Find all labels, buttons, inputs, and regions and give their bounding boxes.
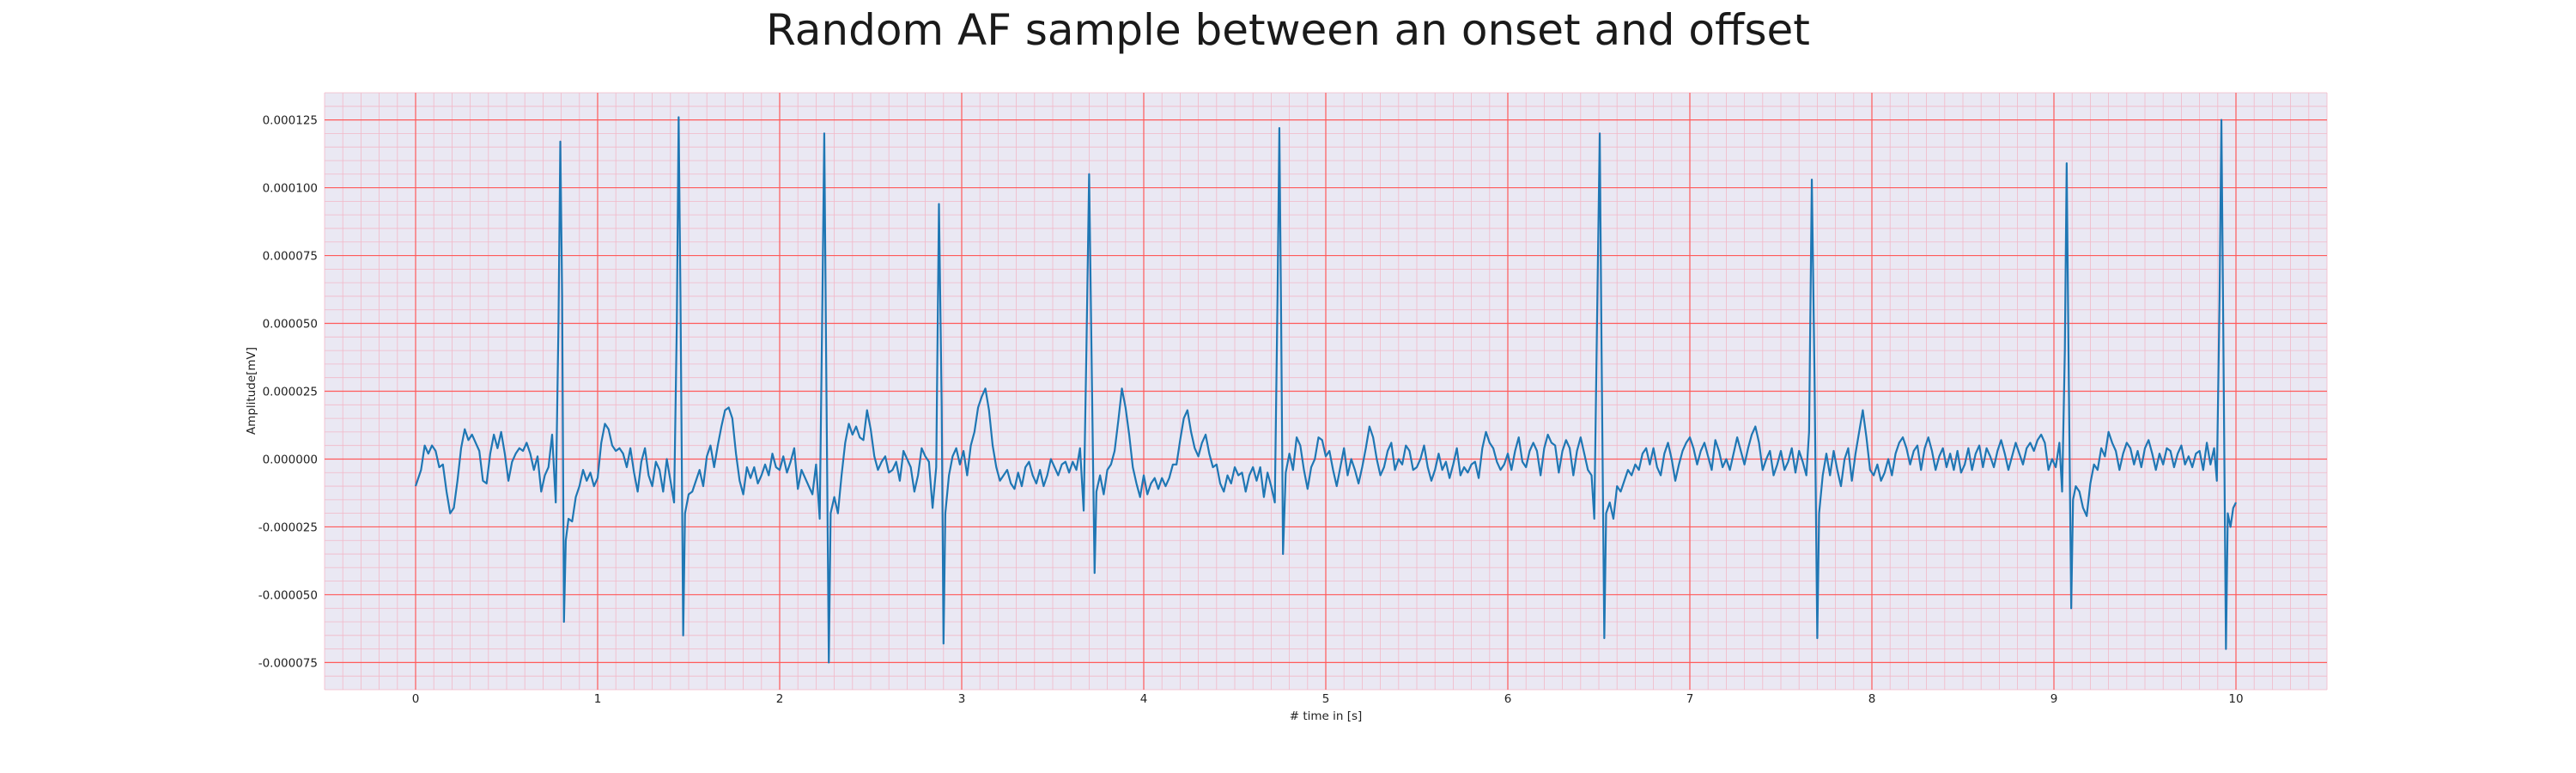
y-tick-label: 0.000100: [263, 182, 318, 196]
x-tick-label: 0: [412, 692, 420, 706]
x-tick-label: 1: [594, 692, 602, 706]
chart-title: Random AF sample between an onset and of…: [766, 5, 1810, 55]
x-tick-label: 2: [776, 692, 784, 706]
y-tick-label: 0.000125: [263, 114, 318, 128]
y-tick-label: 0.000075: [263, 250, 318, 264]
y-tick-label: -0.000075: [258, 656, 318, 670]
series-layer: [414, 116, 2237, 664]
x-tick-label: 10: [2228, 692, 2243, 706]
x-tick-label: 5: [1322, 692, 1330, 706]
ecg-signal-line: [414, 116, 2237, 664]
y-tick-label: 0.000050: [263, 318, 318, 332]
y-tick-label: -0.000050: [258, 588, 318, 602]
x-axis-label: # time in [s]: [1290, 709, 1363, 723]
x-tick-label: 3: [958, 692, 966, 706]
x-tick-label: 8: [1868, 692, 1876, 706]
y-tick-label: -0.000025: [258, 520, 318, 534]
x-tick-label: 9: [2050, 692, 2058, 706]
y-tick-label: 0.000000: [263, 453, 318, 466]
y-axis-label: Amplitude[mV]: [245, 347, 258, 435]
y-axis-tick-labels: -0.000075 -0.000050 -0.000025 0.000000 0.000…: [258, 114, 318, 671]
major-grid: [325, 93, 2327, 690]
y-tick-label: 0.000025: [263, 386, 318, 399]
x-tick-label: 7: [1686, 692, 1694, 706]
x-tick-label: 4: [1140, 692, 1148, 706]
x-axis-tick-labels: 0 1 2 3 4 5 6 7 8 9 10: [412, 692, 2244, 706]
x-tick-label: 6: [1504, 692, 1512, 706]
